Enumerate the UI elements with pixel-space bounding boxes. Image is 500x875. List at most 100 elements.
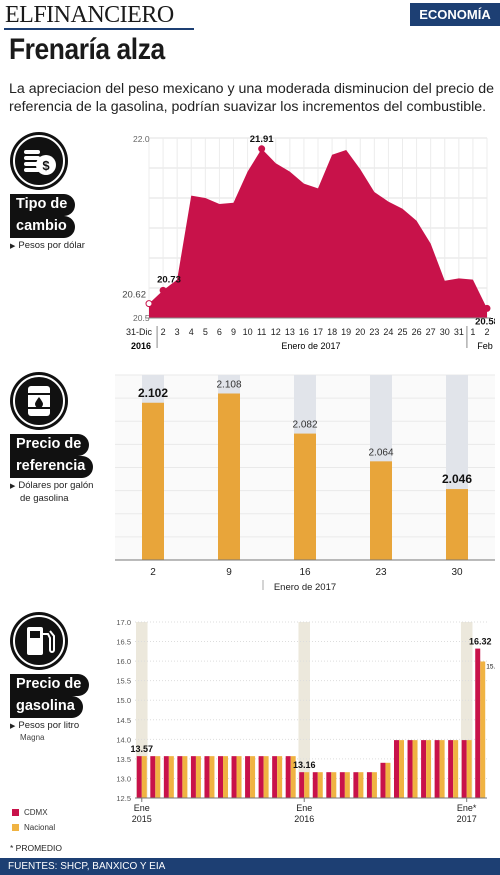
bar-nacional — [155, 756, 161, 798]
bar-value-label: 15.99 — [486, 664, 495, 671]
sources-footer: FUENTES: SHCP, BANXICO Y EIA — [0, 858, 500, 875]
bar-nacional — [439, 740, 445, 798]
legend-cdmx: CDMX — [12, 808, 48, 817]
bar-cdmx — [461, 740, 467, 798]
dek: La apreciacion del peso mexicano y una m… — [9, 81, 495, 115]
y-tick-label: 13.5 — [116, 755, 131, 764]
bar-nacional — [317, 772, 323, 798]
bar-cdmx — [190, 756, 196, 798]
bar-cdmx — [394, 740, 399, 798]
bar-value-label: 13.16 — [293, 760, 316, 770]
bar-nacional — [209, 756, 215, 798]
data-label: 20.58 — [475, 316, 495, 327]
bar-cdmx — [448, 740, 454, 798]
y-tick-label: 17.0 — [116, 618, 131, 627]
bar-cdmx — [163, 756, 169, 798]
chart2-title-line1: Precio de — [10, 434, 90, 456]
x-tick-label: 30 — [451, 567, 463, 578]
x-tick-label: 2015 — [132, 814, 152, 824]
bar-cdmx — [218, 756, 223, 798]
bar-cdmx — [380, 762, 386, 798]
bar-cdmx — [326, 772, 332, 798]
bar-value-label: 2.102 — [138, 386, 168, 400]
highlight-column — [298, 622, 310, 798]
bar-nacional — [141, 756, 147, 798]
x-tick-label: 16 — [299, 567, 311, 578]
bar-nacional — [195, 756, 201, 798]
bar-value-label: 2.046 — [442, 472, 472, 486]
x-tick-label: 17 — [313, 327, 323, 337]
bar-value-label: 16.32 — [469, 637, 492, 647]
chart3-title-line1: Precio de — [10, 674, 90, 696]
bar-nacional — [371, 772, 377, 798]
bar-nacional — [358, 772, 364, 798]
bar-nacional — [466, 740, 472, 798]
x-tick-label: 18 — [327, 327, 337, 337]
bar-cdmx — [312, 772, 318, 798]
chart2-unit-note: ▶ Dólares por galón de gasolina — [10, 480, 94, 504]
headline: Frenaría alza — [9, 33, 165, 66]
chart2-title-line2: referencia — [10, 456, 94, 478]
x-tick-label: 31-Dic — [126, 327, 153, 337]
bar-nacional — [250, 756, 256, 798]
bar-cdmx — [366, 772, 372, 798]
x-tick-label: 31 — [454, 327, 464, 337]
chart3-sub-note: Magna — [20, 733, 45, 742]
y-tick-label: 13.0 — [116, 774, 131, 783]
bar — [446, 489, 468, 560]
bar-cdmx — [150, 756, 156, 798]
chart1-unit-note: ▶ Pesos por dólar — [10, 240, 85, 251]
bar-value-label: 2.082 — [292, 420, 317, 431]
x-tick-label: 19 — [341, 327, 351, 337]
section-tab[interactable]: ECONOMÍA — [410, 3, 500, 26]
top-bar: ELFINANCIERO ECONOMÍA — [0, 0, 500, 30]
period-label: Enero de 2017 — [281, 341, 340, 351]
bar — [142, 402, 164, 560]
bar-nacional — [223, 756, 228, 798]
period-label: 2016 — [131, 341, 151, 351]
x-tick-label: 11 — [257, 327, 266, 337]
bar — [218, 393, 240, 560]
exchange-rate-area — [149, 148, 487, 318]
x-tick-label: Ene — [296, 803, 312, 813]
bar-cdmx — [177, 756, 183, 798]
chart3-title-line2: gasolina — [10, 696, 83, 718]
bar-cdmx — [136, 756, 142, 798]
bar-nacional — [426, 740, 432, 798]
bar-nacional — [182, 756, 188, 798]
y-tick-label: 15.5 — [116, 677, 131, 686]
data-marker — [159, 286, 167, 294]
x-tick-label: 9 — [231, 327, 236, 337]
x-tick-label: Ene* — [457, 803, 477, 813]
bar-nacional — [453, 740, 459, 798]
x-tick-label: 24 — [383, 327, 393, 337]
y-tick-label: 15.0 — [116, 696, 131, 705]
bar-nacional — [263, 756, 269, 798]
bar-nacional — [331, 772, 337, 798]
fuel-pump-icon — [10, 612, 68, 670]
bar-cdmx — [407, 740, 413, 798]
bar-cdmx — [272, 756, 278, 798]
data-label: 21.91 — [250, 134, 274, 145]
bar-cdmx — [258, 756, 264, 798]
data-marker — [483, 304, 491, 312]
x-tick-label: 2016 — [294, 814, 314, 824]
highlight-column — [136, 622, 148, 798]
bar-cdmx — [231, 756, 237, 798]
y-tick-label: 22.0 — [133, 134, 150, 144]
x-tick-label: 27 — [426, 327, 436, 337]
x-tick-label: 25 — [397, 327, 407, 337]
x-tick-label: 2017 — [457, 814, 477, 824]
x-axis-title: Enero de 2017 — [274, 582, 336, 593]
data-label: 20.73 — [157, 274, 181, 285]
bar-nacional — [304, 772, 310, 798]
bar-cdmx — [434, 740, 440, 798]
bar-value-label: 2.064 — [368, 447, 393, 458]
x-tick-label: 5 — [203, 327, 208, 337]
x-tick-label: 2 — [150, 567, 156, 578]
bar-cdmx — [245, 756, 251, 798]
bar-nacional — [480, 661, 486, 798]
reference-price-chart: 2.102 2 2.108 9 2.082 16 2.064 23 2.046 30 Enero d… — [115, 374, 495, 593]
chart1-title-line1: Tipo de — [10, 194, 76, 216]
x-tick-label: 1 — [470, 327, 475, 337]
